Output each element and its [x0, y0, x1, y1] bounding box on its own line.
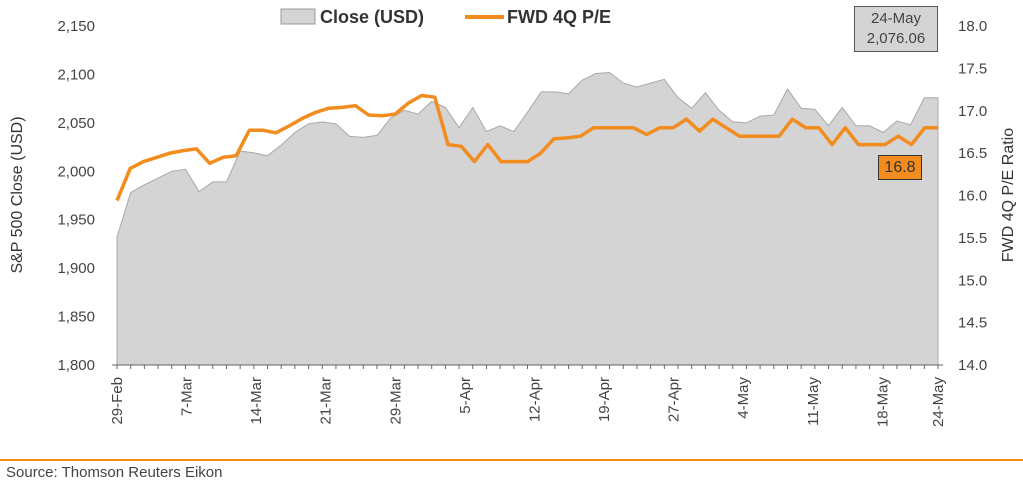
left-tick-label: 1,800 [57, 357, 95, 374]
left-tick-label: 1,950 [57, 212, 95, 229]
left-tick-label: 2,000 [57, 163, 95, 180]
right-axis-ticks: 18.0 17.5 17.0 16.5 16.0 15.5 15.0 14.5 14.0 [958, 18, 987, 374]
x-axis-ticks: 29-Feb 7-Mar 14-Mar 21-Mar 29-Mar 5-Apr 12-Apr… [109, 365, 947, 427]
last-close-value: 2,076.06 [866, 30, 926, 47]
close-area [116, 71, 939, 366]
last-close-date: 24-May [870, 10, 922, 27]
right-tick-label: 15.5 [958, 230, 987, 247]
last-close-callout: 24-May 2,076.06 [854, 6, 938, 52]
right-tick-label: 14.5 [958, 315, 987, 332]
left-tick-label: 1,900 [57, 260, 95, 277]
source-divider [0, 459, 1023, 461]
x-tick-label: 12-Apr [527, 377, 544, 422]
pe-line [115, 93, 938, 202]
legend-label-pe: FWD 4Q P/E [507, 7, 611, 27]
right-tick-label: 18.0 [958, 18, 987, 35]
right-tick-label: 16.5 [958, 145, 987, 162]
left-tick-label: 2,100 [57, 66, 95, 83]
x-tick-label: 11-May [805, 377, 822, 426]
legend-label-close: Close (USD) [320, 7, 424, 27]
x-tick-label: 7-Mar [179, 377, 196, 416]
right-axis-title: FWD 4Q P/E Ratio [1000, 128, 1017, 262]
x-tick-label: 21-Mar [318, 377, 335, 425]
x-tick-label: 27-Apr [666, 377, 683, 422]
left-tick-label: 1,850 [57, 309, 95, 326]
last-pe-callout: 16.8 [878, 155, 922, 180]
left-tick-label: 2,050 [57, 115, 95, 132]
close-area-series [116, 71, 939, 366]
x-tick-label: 29-Mar [387, 377, 404, 425]
source-note: Source: Thomson Reuters Eikon [6, 464, 223, 481]
x-tick-label: 29-Feb [109, 377, 126, 425]
left-axis-title: S&P 500 Close (USD) [9, 116, 26, 273]
right-tick-label: 17.5 [958, 60, 987, 77]
right-tick-label: 14.0 [958, 357, 987, 374]
x-tick-label: 19-Apr [596, 377, 613, 422]
legend-swatch-close [280, 8, 316, 25]
right-tick-label: 15.0 [958, 272, 987, 289]
x-tick-label: 5-Apr [457, 377, 474, 414]
pe-line-series [115, 93, 938, 202]
right-tick-label: 16.0 [958, 188, 987, 205]
x-tick-label: 4-May [735, 377, 752, 419]
right-tick-label: 17.0 [958, 103, 987, 120]
x-tick-label: 24-May [930, 377, 947, 428]
legend: Close (USD) FWD 4Q P/E [280, 7, 611, 27]
x-tick-label: 14-Mar [248, 377, 265, 425]
x-tick-label: 18-May [874, 377, 891, 428]
left-axis-ticks: 2,150 2,100 2,050 2,000 1,950 1,900 1,850 1,800 [57, 18, 95, 374]
left-tick-label: 2,150 [57, 18, 95, 35]
